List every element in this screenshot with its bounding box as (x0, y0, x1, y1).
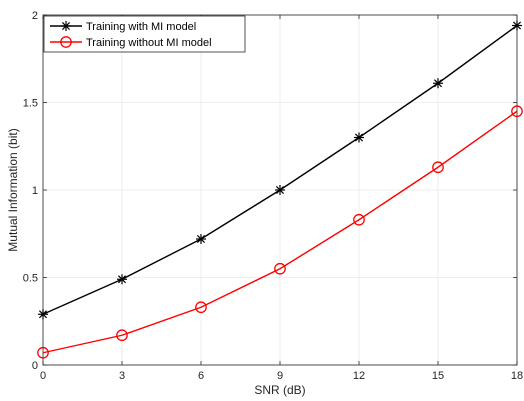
series-1 (38, 20, 522, 320)
data-point (433, 78, 443, 89)
y-tick-label: 1.5 (23, 98, 38, 110)
legend-box (43, 15, 246, 53)
legend-label: Training with MI model (86, 21, 196, 33)
data-point (274, 262, 286, 275)
data-point (275, 185, 285, 195)
data-point (195, 301, 207, 314)
data-point (512, 20, 522, 31)
data-point (117, 274, 127, 285)
x-tick-label: 12 (353, 370, 365, 382)
data-point (353, 213, 365, 226)
data-point (196, 234, 206, 244)
y-tick-label: 0.5 (23, 273, 38, 285)
legend-marker (61, 21, 71, 31)
x-tick-label: 6 (198, 370, 204, 382)
data-point (432, 161, 444, 174)
legend: Training with MI model Training without M… (43, 15, 246, 53)
legend-marker (60, 36, 72, 48)
x-tick-label: 15 (432, 370, 444, 382)
y-tick-label: 0 (32, 360, 38, 372)
legend-item: Training without MI model (50, 36, 212, 49)
y-tick-label: 1 (32, 185, 38, 197)
y-tick-label: 2 (32, 10, 38, 22)
legend-item: Training with MI model (50, 21, 196, 33)
data-point (116, 329, 128, 342)
series-layer (37, 20, 523, 359)
x-axis-label: SNR (dB) (254, 383, 305, 397)
data-point (354, 132, 364, 143)
x-tick-label: 0 (40, 370, 46, 382)
data-point (38, 309, 48, 320)
x-tick-label: 9 (277, 370, 283, 382)
series-2 (37, 105, 523, 359)
x-tick-label: 18 (511, 370, 523, 382)
series-line (42, 110, 518, 354)
data-point (37, 346, 49, 359)
legend-label: Training without MI model (86, 37, 212, 49)
data-point (511, 105, 523, 118)
y-axis-label: Mutual Information (bit) (6, 128, 20, 251)
x-tick-label: 3 (119, 370, 125, 382)
